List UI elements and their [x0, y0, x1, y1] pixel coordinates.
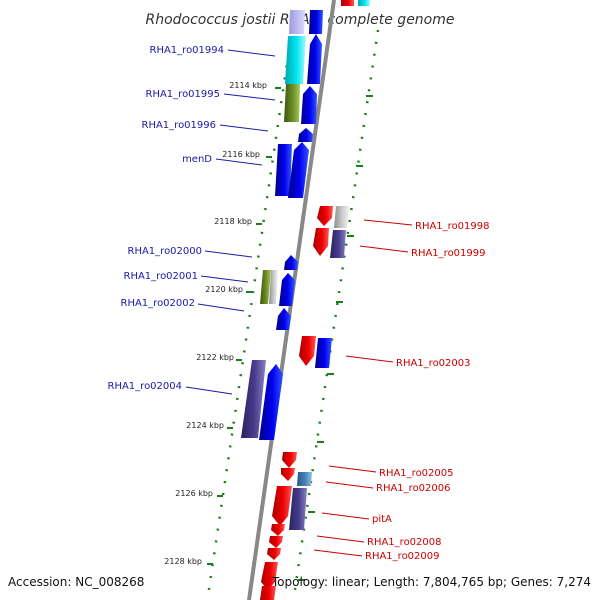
- gene-label-rha1-ro02008[interactable]: RHA1_ro02008: [367, 537, 442, 548]
- gene-rha1-ro02004-shape: [241, 360, 283, 440]
- leader-line: [223, 93, 276, 101]
- tick-label-2116: 2116 kbp: [222, 150, 260, 159]
- leader-line: [204, 250, 253, 258]
- gene-block: [341, 0, 354, 6]
- gene-rha1-ro02003-shape: [299, 336, 332, 368]
- gene-mend-shape: [275, 142, 309, 198]
- leader-line: [197, 303, 245, 312]
- gene-rha1-ro01995-shape: [284, 84, 317, 124]
- gene-rha1-ro02002-shape: [276, 308, 291, 330]
- gene-label-rha1-ro02009[interactable]: RHA1_ro02009: [365, 551, 440, 562]
- gene-rha1-ro01994-shape: [285, 10, 323, 84]
- tick-label-2118: 2118 kbp: [214, 217, 252, 226]
- gene-label-rha1-ro02006[interactable]: RHA1_ro02006: [376, 483, 451, 494]
- gene-label-rha1-ro02005[interactable]: RHA1_ro02005: [379, 468, 454, 479]
- genome-summary-text: Topology: linear; Length: 7,804,765 bp; …: [271, 575, 591, 589]
- gene-label-rha1-ro02004[interactable]: RHA1_ro02004: [108, 381, 183, 392]
- tick-label-2122: 2122 kbp: [196, 353, 234, 362]
- leader-line: [215, 158, 263, 166]
- leader-line: [200, 275, 249, 283]
- tick-label-2128: 2128 kbp: [164, 557, 202, 566]
- gene-rha1-ro02006-shape: [281, 468, 295, 481]
- forward-gene-labels: RHA1_ro01994 RHA1_ro01995 RHA1_ro01996 m…: [108, 45, 276, 395]
- tick-label-2120: 2120 kbp: [205, 285, 243, 294]
- leader-line: [219, 124, 269, 132]
- gene-label-pita[interactable]: pitA: [372, 514, 392, 525]
- gene-label-rha1-ro01998[interactable]: RHA1_ro01998: [415, 221, 490, 232]
- gene-rha1-ro02005-shape: [282, 452, 312, 486]
- leader-line: [325, 481, 374, 489]
- gene-rha1-ro02008-shape: [269, 524, 285, 548]
- leader-line: [321, 512, 370, 520]
- tick-label-2114: 2114 kbp: [229, 81, 267, 90]
- gene-rha1-ro02001-shape: [260, 270, 295, 306]
- gene-label-rha1-ro02001[interactable]: RHA1_ro02001: [124, 271, 199, 282]
- gene-label-rha1-ro02003[interactable]: RHA1_ro02003: [396, 358, 471, 369]
- gene-rha1-ro01998-shape: [317, 206, 349, 228]
- gene-label-rha1-ro02002[interactable]: RHA1_ro02002: [121, 298, 196, 309]
- gene-label-rha1-ro01995[interactable]: RHA1_ro01995: [146, 89, 221, 100]
- forward-gene-shapes: [241, 10, 323, 440]
- gene-rha1-ro02009-shape: [260, 548, 281, 600]
- leader-line: [313, 549, 363, 557]
- leader-line: [227, 49, 276, 57]
- gene-label-rha1-ro01996[interactable]: RHA1_ro01996: [142, 120, 217, 131]
- reverse-gene-labels: RHA1_ro01998 RHA1_ro01999 RHA1_ro02003 R…: [313, 219, 490, 562]
- gene-label-rha1-ro01999[interactable]: RHA1_ro01999: [411, 248, 486, 259]
- leader-line: [185, 386, 233, 395]
- leader-line: [316, 535, 365, 543]
- gene-rha1-ro01996-shape: [298, 128, 313, 142]
- top-clipped-features: [341, 0, 370, 6]
- leader-line: [345, 355, 394, 363]
- leader-line: [328, 465, 377, 473]
- tick-label-2126: 2126 kbp: [175, 489, 213, 498]
- leader-line: [363, 219, 413, 226]
- tick-label-2124: 2124 kbp: [186, 421, 224, 430]
- gene-rha1-ro01999-shape: [313, 228, 346, 258]
- gene-label-rha1-ro01994[interactable]: RHA1_ro01994: [150, 45, 225, 56]
- accession-text: Accession: NC_008268: [8, 575, 144, 589]
- gene-block: [358, 0, 370, 6]
- gene-pita-shape: [272, 486, 307, 530]
- gene-label-rha1-ro02000[interactable]: RHA1_ro02000: [128, 246, 203, 257]
- leader-line: [359, 245, 409, 253]
- reverse-gene-shapes: [260, 206, 349, 600]
- scale-ticks: 2114 kbp 2116 kbp 2118 kbp 2120 kbp 2122…: [164, 81, 373, 581]
- gene-label-mend[interactable]: menD: [182, 154, 212, 165]
- gene-rha1-ro02000-shape: [284, 255, 298, 270]
